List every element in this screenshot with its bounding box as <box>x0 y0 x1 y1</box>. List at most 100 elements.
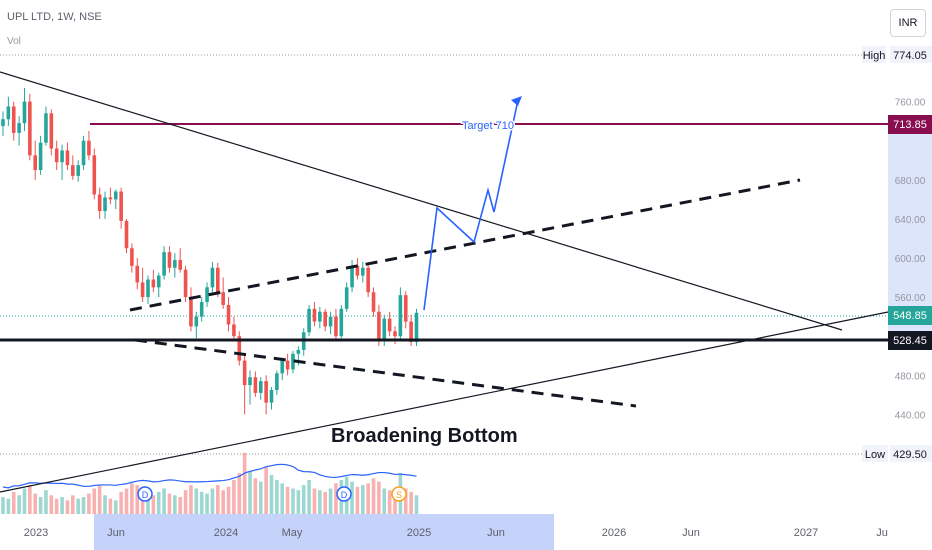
candle <box>87 130 91 161</box>
candle-body <box>403 295 408 322</box>
svg-text:713.85: 713.85 <box>893 119 927 131</box>
currency-button[interactable]: INR <box>890 9 926 37</box>
candle <box>65 142 70 171</box>
split-badge[interactable]: S <box>391 486 407 502</box>
candle-body <box>156 275 161 288</box>
svg-text:429.50: 429.50 <box>893 449 927 461</box>
volume-bar <box>92 488 97 514</box>
volume-bar <box>194 488 199 514</box>
candle-body <box>318 311 322 322</box>
volume-bar <box>328 488 333 514</box>
lower-dashed-trendline[interactable] <box>134 338 637 408</box>
candle-body <box>264 381 268 403</box>
candle-body <box>269 389 274 403</box>
volume-bar <box>275 480 279 514</box>
candle <box>221 277 225 309</box>
candle <box>291 350 295 374</box>
candle-body <box>275 373 279 390</box>
volume-bar <box>135 485 140 514</box>
candle-body <box>291 353 295 370</box>
volume-bar <box>97 485 102 514</box>
volume-bar <box>232 480 236 514</box>
volume-bar <box>280 483 285 514</box>
candle <box>71 155 75 180</box>
volume-bar <box>11 491 16 514</box>
candle-body <box>382 318 387 342</box>
volume-bar <box>253 478 258 514</box>
candle-body <box>344 287 349 309</box>
time-tick-label: 2026 <box>602 527 626 539</box>
volume-label: Vol <box>7 36 21 47</box>
projection-path[interactable] <box>423 99 519 311</box>
candle <box>205 282 209 307</box>
candle <box>237 331 242 366</box>
candle-body <box>350 265 354 288</box>
candle-body <box>377 311 381 342</box>
svg-text:774.05: 774.05 <box>893 50 927 62</box>
volume-bar <box>269 474 274 514</box>
volume-bar <box>44 490 48 514</box>
candle <box>146 275 150 304</box>
candle <box>242 355 247 415</box>
price-tick-label: 680.00 <box>895 176 926 187</box>
volume-bar <box>81 497 86 514</box>
time-tick-label: 2024 <box>214 527 238 539</box>
volume-bar <box>71 495 75 514</box>
volume-ma-line <box>2 463 417 489</box>
candle <box>398 287 403 342</box>
candle-body <box>103 197 107 212</box>
time-axis[interactable]: 2023 Jun 2024 May 2025 Jun 2026 Jun 2027 Ju <box>24 527 888 539</box>
volume-bar <box>65 500 70 514</box>
volume-bar <box>366 483 370 514</box>
volume-bar <box>130 483 134 514</box>
candle-body <box>387 318 392 332</box>
dividend-badge-2[interactable]: D <box>336 486 352 502</box>
volume-bar <box>76 498 80 514</box>
time-tick-label: Ju <box>876 527 888 539</box>
volume-bar <box>334 483 338 514</box>
candle-body <box>194 316 199 327</box>
candle <box>38 135 43 175</box>
candle <box>119 187 123 229</box>
projection-arrowhead <box>511 96 522 106</box>
annotation-text[interactable]: Broadening Bottom <box>331 425 518 447</box>
last-price-tag: 548.85 <box>888 306 932 325</box>
volume-bar <box>60 497 64 514</box>
candle <box>275 370 279 395</box>
volume-bar <box>377 481 381 514</box>
candle <box>49 109 54 156</box>
volume-bar <box>414 495 419 514</box>
candle <box>130 243 134 273</box>
volume-bar <box>162 488 166 514</box>
volume-bar <box>216 485 220 514</box>
candle-body <box>33 155 38 171</box>
candle <box>1 111 5 136</box>
candle-body <box>81 140 86 166</box>
candle-body <box>210 267 215 288</box>
candle <box>253 371 258 397</box>
candle <box>76 160 80 182</box>
candle <box>113 189 118 210</box>
candle-body <box>242 360 247 386</box>
low-marker: Low 429.50 <box>862 445 932 462</box>
candle <box>140 267 145 302</box>
descending-trendline[interactable] <box>0 71 843 331</box>
time-tick-label: May <box>282 527 303 539</box>
dividend-badge-1[interactable]: D <box>137 486 153 502</box>
upper-dashed-trendline[interactable] <box>129 178 801 312</box>
volume-bar <box>296 490 301 514</box>
candle-body <box>38 142 43 171</box>
candle-body <box>183 269 188 298</box>
volume-bar <box>248 471 252 514</box>
candle-body <box>17 123 21 133</box>
volume-bar <box>264 467 268 514</box>
volume-bar <box>151 495 156 514</box>
volume-bar <box>226 486 231 514</box>
candle-body <box>22 101 27 124</box>
candle-body <box>409 321 413 343</box>
ascending-trendline[interactable] <box>0 311 889 493</box>
price-tick-label: 640.00 <box>895 215 926 226</box>
volume-bar <box>360 485 365 514</box>
volume-bar <box>403 488 408 514</box>
